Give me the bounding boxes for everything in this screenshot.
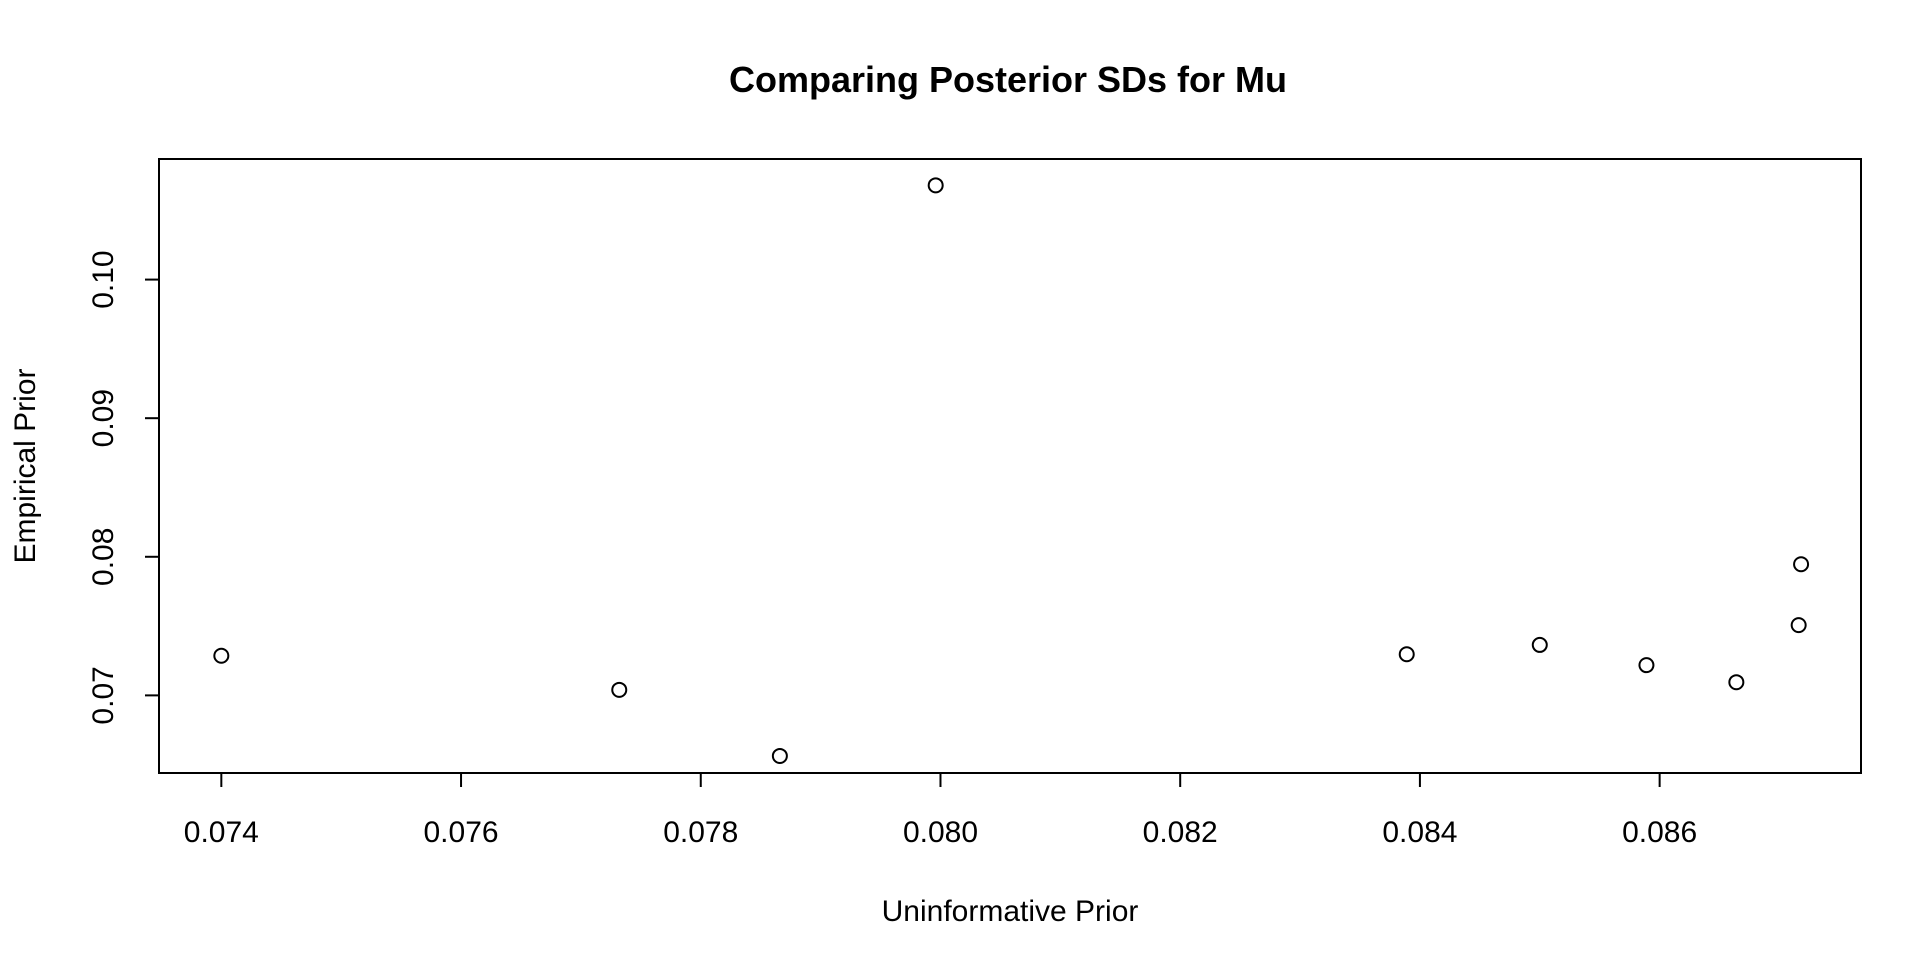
chart-title: Comparing Posterior SDs for Mu — [729, 59, 1287, 100]
y-tick-label: 0.07 — [87, 666, 120, 724]
plot-frame — [158, 158, 1862, 774]
x-tick-label: 0.076 — [424, 816, 499, 849]
x-axis-label: Uninformative Prior — [882, 895, 1139, 928]
x-tick-label: 0.084 — [1382, 816, 1457, 849]
x-tick-label: 0.080 — [903, 816, 978, 849]
data-point — [1793, 556, 1810, 573]
data-point — [927, 177, 944, 194]
x-tick-label: 0.082 — [1143, 816, 1218, 849]
y-tick-label: 0.08 — [87, 528, 120, 586]
y-axis-label: Empirical Prior — [9, 368, 42, 563]
data-point — [1531, 636, 1548, 653]
data-point — [1638, 657, 1655, 674]
y-axis: 0.07 0.08 0.09 0.10 — [87, 250, 160, 725]
x-tick-label: 0.086 — [1622, 816, 1697, 849]
x-tick-label: 0.078 — [663, 816, 738, 849]
data-point — [1728, 674, 1745, 691]
data-point — [1790, 617, 1807, 634]
data-points — [213, 177, 1810, 764]
data-point — [213, 647, 230, 664]
data-point — [611, 681, 628, 698]
y-tick-label: 0.10 — [87, 250, 120, 308]
data-point — [1398, 646, 1415, 663]
data-point — [771, 747, 788, 764]
x-axis: 0.074 0.076 0.078 0.080 0.082 0.084 0.086 — [184, 772, 1697, 849]
y-tick-label: 0.09 — [87, 389, 120, 447]
x-tick-label: 0.074 — [184, 816, 259, 849]
